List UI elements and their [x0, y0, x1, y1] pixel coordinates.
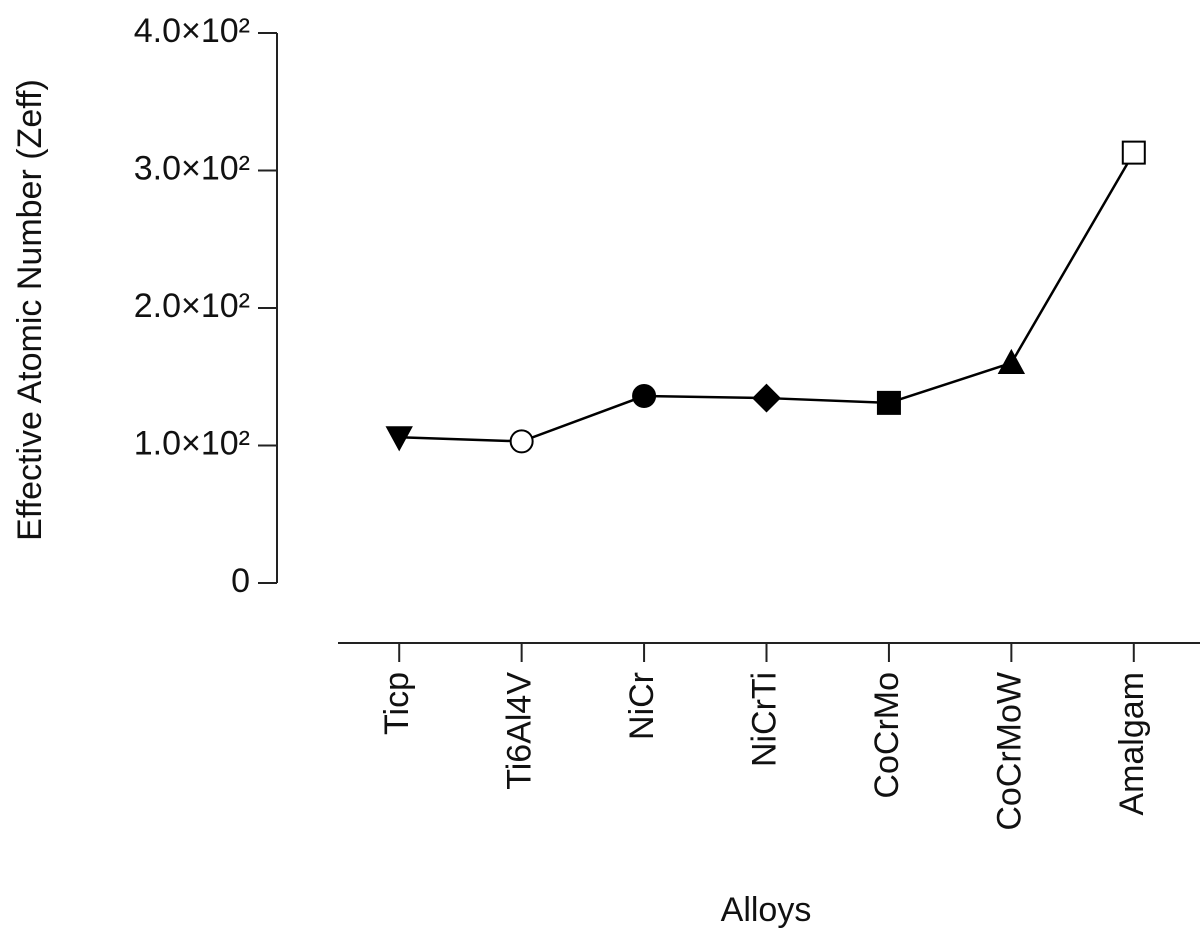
x-tick-label: NiCrTi: [745, 672, 783, 767]
x-tick-label: Ticp: [378, 672, 416, 735]
marker: [1121, 140, 1146, 165]
x-tick-label: CoCrMoW: [990, 672, 1028, 831]
x-tick-label: Amalgam: [1113, 672, 1151, 816]
x-axis-label: Alloys: [721, 891, 812, 929]
marker: [385, 426, 413, 452]
marker: [997, 348, 1026, 374]
marker: [752, 383, 781, 413]
y-tick-label: 3.0×10²: [134, 149, 250, 187]
y-tick-label: 1.0×10²: [134, 424, 250, 462]
y-tick-label: 0: [231, 562, 250, 600]
y-axis-label: Effective Atomic Number (Zeff): [11, 79, 49, 541]
y-tick-label: 2.0×10²: [134, 287, 250, 325]
marker: [632, 384, 657, 408]
y-tick-label: 4.0×10²: [134, 12, 250, 50]
marker: [509, 429, 534, 454]
x-tick-label: Ti6Al4V: [501, 672, 539, 790]
marker: [876, 390, 901, 415]
x-tick-label: NiCr: [623, 672, 661, 740]
x-tick-label: CoCrMo: [868, 672, 906, 799]
